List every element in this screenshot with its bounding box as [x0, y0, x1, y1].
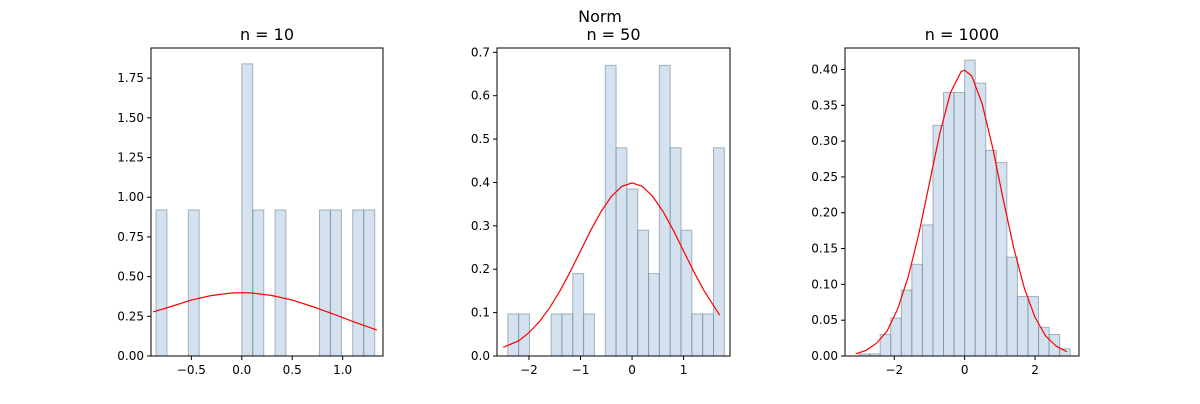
x-tick-label: 0	[961, 363, 969, 377]
y-tick-label: 1.50	[117, 111, 144, 125]
histogram-bar	[518, 313, 530, 357]
histogram-bar	[890, 317, 902, 357]
y-tick-label: 1.25	[117, 151, 144, 165]
subplot-n50: −2 −1 0 1 0.0 0.1 0.2 0.3 0.4 0.5 0.6 0.7 n = 50	[471, 25, 731, 377]
subplot-n1000: −2 0 2 0.00 0.05 0.10 0.15 0.20 0.25 0.30 0.35 0.40…	[811, 25, 1080, 377]
histogram-bar	[702, 313, 715, 357]
y-tick-label: 1.75	[117, 71, 144, 85]
histogram-bar	[658, 64, 671, 357]
histogram-bar	[1059, 348, 1071, 357]
histogram-bar	[921, 224, 934, 357]
histogram-bar	[691, 313, 704, 357]
histogram-bar	[1048, 334, 1061, 357]
histogram-bar	[911, 263, 923, 357]
y-tick-label: 0.05	[811, 313, 838, 327]
x-tick-label: −0.5	[177, 363, 206, 377]
subplot-n10: −0.5 0.0 0.5 1.0 0.00 0.25 0.50 0.75 1.00 1.25 1.5…	[117, 25, 384, 377]
histogram-bar	[507, 313, 520, 357]
histogram-bar	[550, 313, 563, 357]
density-curve	[152, 292, 378, 331]
histogram-bar	[1016, 296, 1029, 357]
histogram-bar	[572, 273, 585, 357]
y-tick-label: 0.6	[471, 89, 490, 103]
y-tick-label: 0.0	[471, 349, 490, 363]
density-curve	[855, 69, 1067, 355]
histogram-bar	[561, 313, 574, 357]
histogram-bar	[626, 188, 639, 357]
histogram-bar	[1027, 296, 1040, 357]
histogram-bar	[615, 147, 628, 357]
density-curve	[502, 182, 721, 348]
histogram-bar	[241, 63, 254, 357]
histogram-bar	[274, 209, 287, 357]
subplot-title: n = 50	[586, 25, 640, 44]
histogram-bar	[713, 147, 725, 357]
histogram-bar	[363, 209, 376, 357]
y-tick-label: 0.20	[811, 206, 838, 220]
subplot-title: n = 1000	[925, 25, 999, 44]
y-tick-label: 0.10	[811, 277, 838, 291]
y-tick-label: 0.35	[811, 98, 838, 112]
y-tick-label: 0.00	[811, 349, 838, 363]
figure-suptitle: Norm	[578, 7, 622, 26]
axes-frame	[150, 47, 384, 357]
histogram-bar	[669, 147, 682, 357]
y-tick-label: 0.15	[811, 242, 838, 256]
x-tick-label: 0	[628, 363, 636, 377]
y-tick-label: 0.4	[471, 175, 490, 189]
histogram-bar	[252, 209, 265, 357]
y-tick-label: 0.40	[811, 62, 838, 76]
histogram-bar	[155, 209, 168, 357]
axes-frame	[844, 47, 1080, 357]
y-tick-label: 0.25	[811, 170, 838, 184]
histogram-bar	[943, 91, 955, 357]
x-tick-label: 0.0	[232, 363, 251, 377]
histogram-bar	[330, 209, 342, 357]
y-tick-label: 0.30	[811, 134, 838, 148]
histogram-bar	[583, 313, 595, 357]
y-tick-label: 0.5	[471, 132, 490, 146]
y-tick-label: 0.3	[471, 219, 490, 233]
axes-frame	[496, 47, 731, 357]
x-tick-label: 1	[680, 363, 688, 377]
histogram-bar	[985, 149, 997, 357]
y-tick-label: 0.2	[471, 262, 490, 276]
y-tick-label: 0.7	[471, 45, 490, 59]
histogram-bar	[637, 229, 650, 357]
histogram-bar	[604, 64, 617, 357]
histogram-bar	[648, 273, 660, 357]
subplot-title: n = 10	[240, 25, 294, 44]
y-tick-label: 0.75	[117, 230, 144, 244]
histogram-bar	[352, 209, 365, 357]
histogram-bar	[900, 289, 913, 357]
histogram-bar	[953, 91, 966, 357]
histogram-bar	[318, 209, 331, 357]
histogram-bar	[187, 209, 200, 357]
y-tick-label: 0.50	[117, 270, 144, 284]
x-tick-label: 1.0	[333, 363, 352, 377]
y-tick-label: 1.00	[117, 190, 144, 204]
y-tick-label: 0.00	[117, 349, 144, 363]
x-tick-label: 0.5	[283, 363, 302, 377]
y-tick-label: 0.1	[471, 306, 490, 320]
x-tick-label: 2	[1031, 363, 1039, 377]
histogram-bar	[1006, 256, 1018, 357]
x-tick-label: −2	[520, 363, 538, 377]
x-tick-label: −1	[572, 363, 590, 377]
x-tick-label: −2	[885, 363, 903, 377]
histogram-bar	[964, 59, 976, 357]
y-tick-label: 0.25	[117, 309, 144, 323]
histogram-bar	[974, 82, 987, 357]
